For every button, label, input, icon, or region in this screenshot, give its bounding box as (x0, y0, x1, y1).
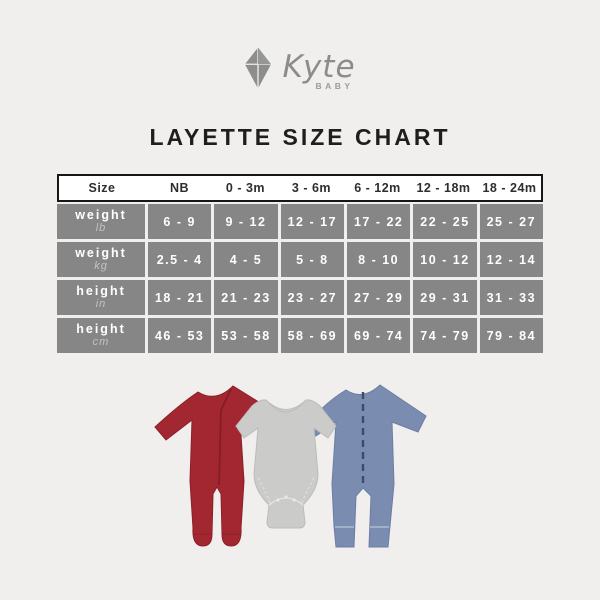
header-cell-18-24m: 18 - 24m (482, 181, 537, 195)
table-cell: 74 - 79 (413, 318, 477, 353)
header-cell-6-12m: 6 - 12m (354, 181, 401, 195)
row-name: weight (75, 246, 127, 260)
brand-logo: Kyte BABY (0, 46, 600, 95)
header-cell-12-18m: 12 - 18m (416, 181, 471, 195)
row-label-height-cm: height cm (57, 318, 145, 353)
table-cell: 29 - 31 (413, 280, 477, 315)
brand-subtitle: BABY (315, 80, 354, 91)
table-cell: 46 - 53 (148, 318, 212, 353)
row-unit: kg (94, 260, 108, 272)
table-cell: 27 - 29 (346, 280, 411, 315)
row-unit: in (95, 298, 107, 310)
bodysuit-illustration (235, 399, 337, 529)
kite-icon (244, 46, 272, 95)
size-table-body: weight lb 6 - 9 9 - 12 12 - 17 17 - 22 2… (57, 204, 543, 353)
garment-illustrations (0, 376, 600, 566)
table-cell: 5 - 8 (280, 242, 344, 277)
header-cell-nb: NB (169, 181, 190, 195)
row-label-height-in: height in (57, 280, 145, 315)
table-cell: 12 - 14 (479, 242, 543, 277)
table-cell: 6 - 9 (148, 204, 212, 239)
table-cell: 8 - 10 (346, 242, 411, 277)
table-cell: 10 - 12 (413, 242, 477, 277)
romper-illustration (306, 384, 427, 548)
table-cell: 9 - 12 (214, 204, 278, 239)
row-unit: cm (92, 336, 110, 348)
row-label-weight-lb: weight lb (57, 204, 145, 239)
table-cell: 23 - 27 (280, 280, 344, 315)
table-cell: 4 - 5 (214, 242, 278, 277)
table-cell: 21 - 23 (214, 280, 278, 315)
header-cell-size: Size (88, 181, 116, 195)
row-name: height (76, 284, 126, 298)
table-cell: 79 - 84 (479, 318, 543, 353)
table-cell: 58 - 69 (280, 318, 344, 353)
table-cell: 12 - 17 (280, 204, 344, 239)
table-cell: 69 - 74 (346, 318, 411, 353)
table-cell: 17 - 22 (346, 204, 411, 239)
table-cell: 31 - 33 (479, 280, 543, 315)
table-cell: 2.5 - 4 (148, 242, 212, 277)
row-unit: lb (95, 222, 107, 234)
header-cell-0-3m: 0 - 3m (225, 181, 266, 195)
row-label-weight-kg: weight kg (57, 242, 145, 277)
page-title: LAYETTE SIZE CHART (149, 124, 451, 150)
brand-wordmark: Kyte BABY (282, 51, 355, 91)
brand-name: Kyte (282, 48, 356, 85)
table-cell: 18 - 21 (148, 280, 212, 315)
table-cell: 22 - 25 (413, 204, 477, 239)
header-cell-3-6m: 3 - 6m (291, 181, 332, 195)
table-cell: 53 - 58 (214, 318, 278, 353)
table-cell: 25 - 27 (479, 204, 543, 239)
row-name: height (76, 322, 126, 336)
size-table: Size NB 0 - 3m 3 - 6m 6 - 12m 12 - 18m 1… (57, 174, 543, 353)
size-table-header: Size NB 0 - 3m 3 - 6m 6 - 12m 12 - 18m 1… (57, 174, 543, 202)
row-name: weight (75, 208, 127, 222)
